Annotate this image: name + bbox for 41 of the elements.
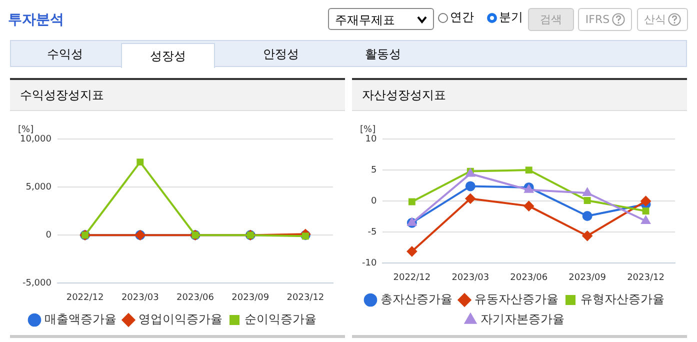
text: IFRS bbox=[585, 12, 610, 28]
legend-label: 총자산증가율 bbox=[380, 292, 452, 306]
text: 산식 bbox=[644, 12, 666, 28]
text: 안정성 bbox=[262, 46, 300, 63]
y-tick-label: -5 bbox=[368, 227, 377, 238]
x-tick-label: 2023/06 bbox=[176, 292, 214, 303]
y-axis-title: [%] bbox=[360, 124, 376, 135]
y-tick-label: -5,000 bbox=[22, 278, 52, 289]
text: 성장성 bbox=[121, 43, 215, 68]
text: 활동성 bbox=[364, 46, 402, 63]
y-tick-label: 0 bbox=[370, 196, 377, 206]
text: 분기 bbox=[499, 9, 523, 26]
y-tick-label: 0 bbox=[46, 230, 52, 240]
x-tick-label: 2023/09 bbox=[568, 272, 606, 283]
x-tick-label: 2022/12 bbox=[393, 272, 431, 283]
legend-label: 유동자산증가율 bbox=[474, 292, 558, 306]
y-tick-label: 5 bbox=[370, 165, 377, 176]
y-axis-title: [%] bbox=[18, 124, 34, 135]
text: 수익성 bbox=[46, 46, 84, 63]
legend-label: 영업이익증가율 bbox=[138, 312, 222, 326]
legend-label: 자기자본증가율 bbox=[480, 312, 564, 326]
chart-title: 자산성장성지표 bbox=[352, 80, 687, 111]
x-tick-label: 2023/06 bbox=[510, 272, 548, 283]
x-tick-label: 2023/03 bbox=[121, 292, 159, 303]
legend-label: 매출액증가율 bbox=[44, 312, 116, 326]
legend-label: 유형자산증가율 bbox=[580, 292, 664, 306]
text: 연간 bbox=[450, 9, 474, 26]
x-tick-label: 2023/12 bbox=[627, 272, 664, 283]
text: 검색 bbox=[540, 12, 562, 28]
text: 주재무제표 bbox=[335, 13, 395, 27]
x-tick-label: 2023/09 bbox=[232, 292, 270, 303]
legend-label: 순이익증가율 bbox=[244, 312, 316, 326]
y-tick-label: -10 bbox=[362, 258, 377, 269]
x-tick-label: 2023/03 bbox=[452, 272, 490, 283]
chart-title: 수익성장성지표 bbox=[10, 80, 345, 111]
x-tick-label: 2023/12 bbox=[286, 292, 324, 303]
text: 투자분석 bbox=[8, 11, 64, 29]
y-tick-label: 10,000 bbox=[20, 134, 52, 144]
y-tick-label: 10 bbox=[365, 134, 377, 144]
x-tick-label: 2022/12 bbox=[66, 292, 104, 303]
y-tick-label: 5,000 bbox=[26, 182, 52, 192]
